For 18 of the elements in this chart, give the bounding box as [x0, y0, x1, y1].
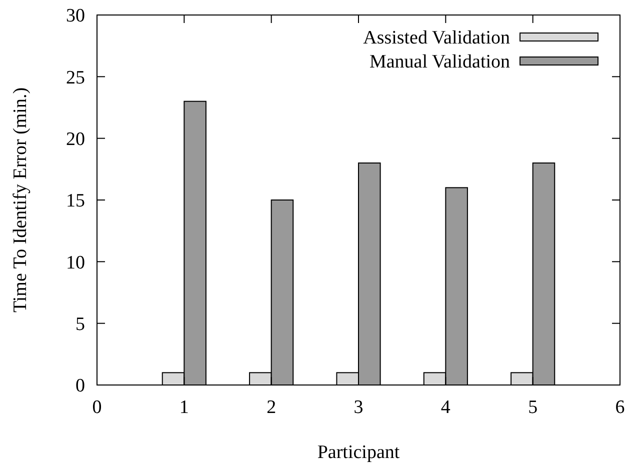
y-axis-title: Time To Identify Error (min.): [10, 87, 31, 313]
y-tick-label: 0: [76, 376, 85, 397]
legend-label: Manual Validation: [369, 52, 510, 73]
x-tick-label: 4: [440, 397, 451, 418]
y-tick-label: 20: [66, 128, 85, 150]
y-tick-label: 25: [66, 67, 85, 88]
x-axis-title: Participant: [317, 442, 400, 463]
x-tick-label: 3: [354, 397, 364, 418]
y-tick-label: 30: [66, 6, 85, 27]
x-tick-label: 2: [266, 397, 276, 418]
x-tick-label: 6: [615, 397, 625, 418]
legend-label: Assisted Validation: [363, 28, 510, 49]
x-tick-label: 0: [92, 397, 102, 418]
y-tick-label: 5: [76, 314, 85, 335]
x-tick-label: 5: [528, 397, 538, 418]
y-tick-label: 10: [66, 252, 85, 274]
x-tick-label: 1: [179, 397, 189, 418]
y-tick-label: 15: [66, 190, 85, 212]
